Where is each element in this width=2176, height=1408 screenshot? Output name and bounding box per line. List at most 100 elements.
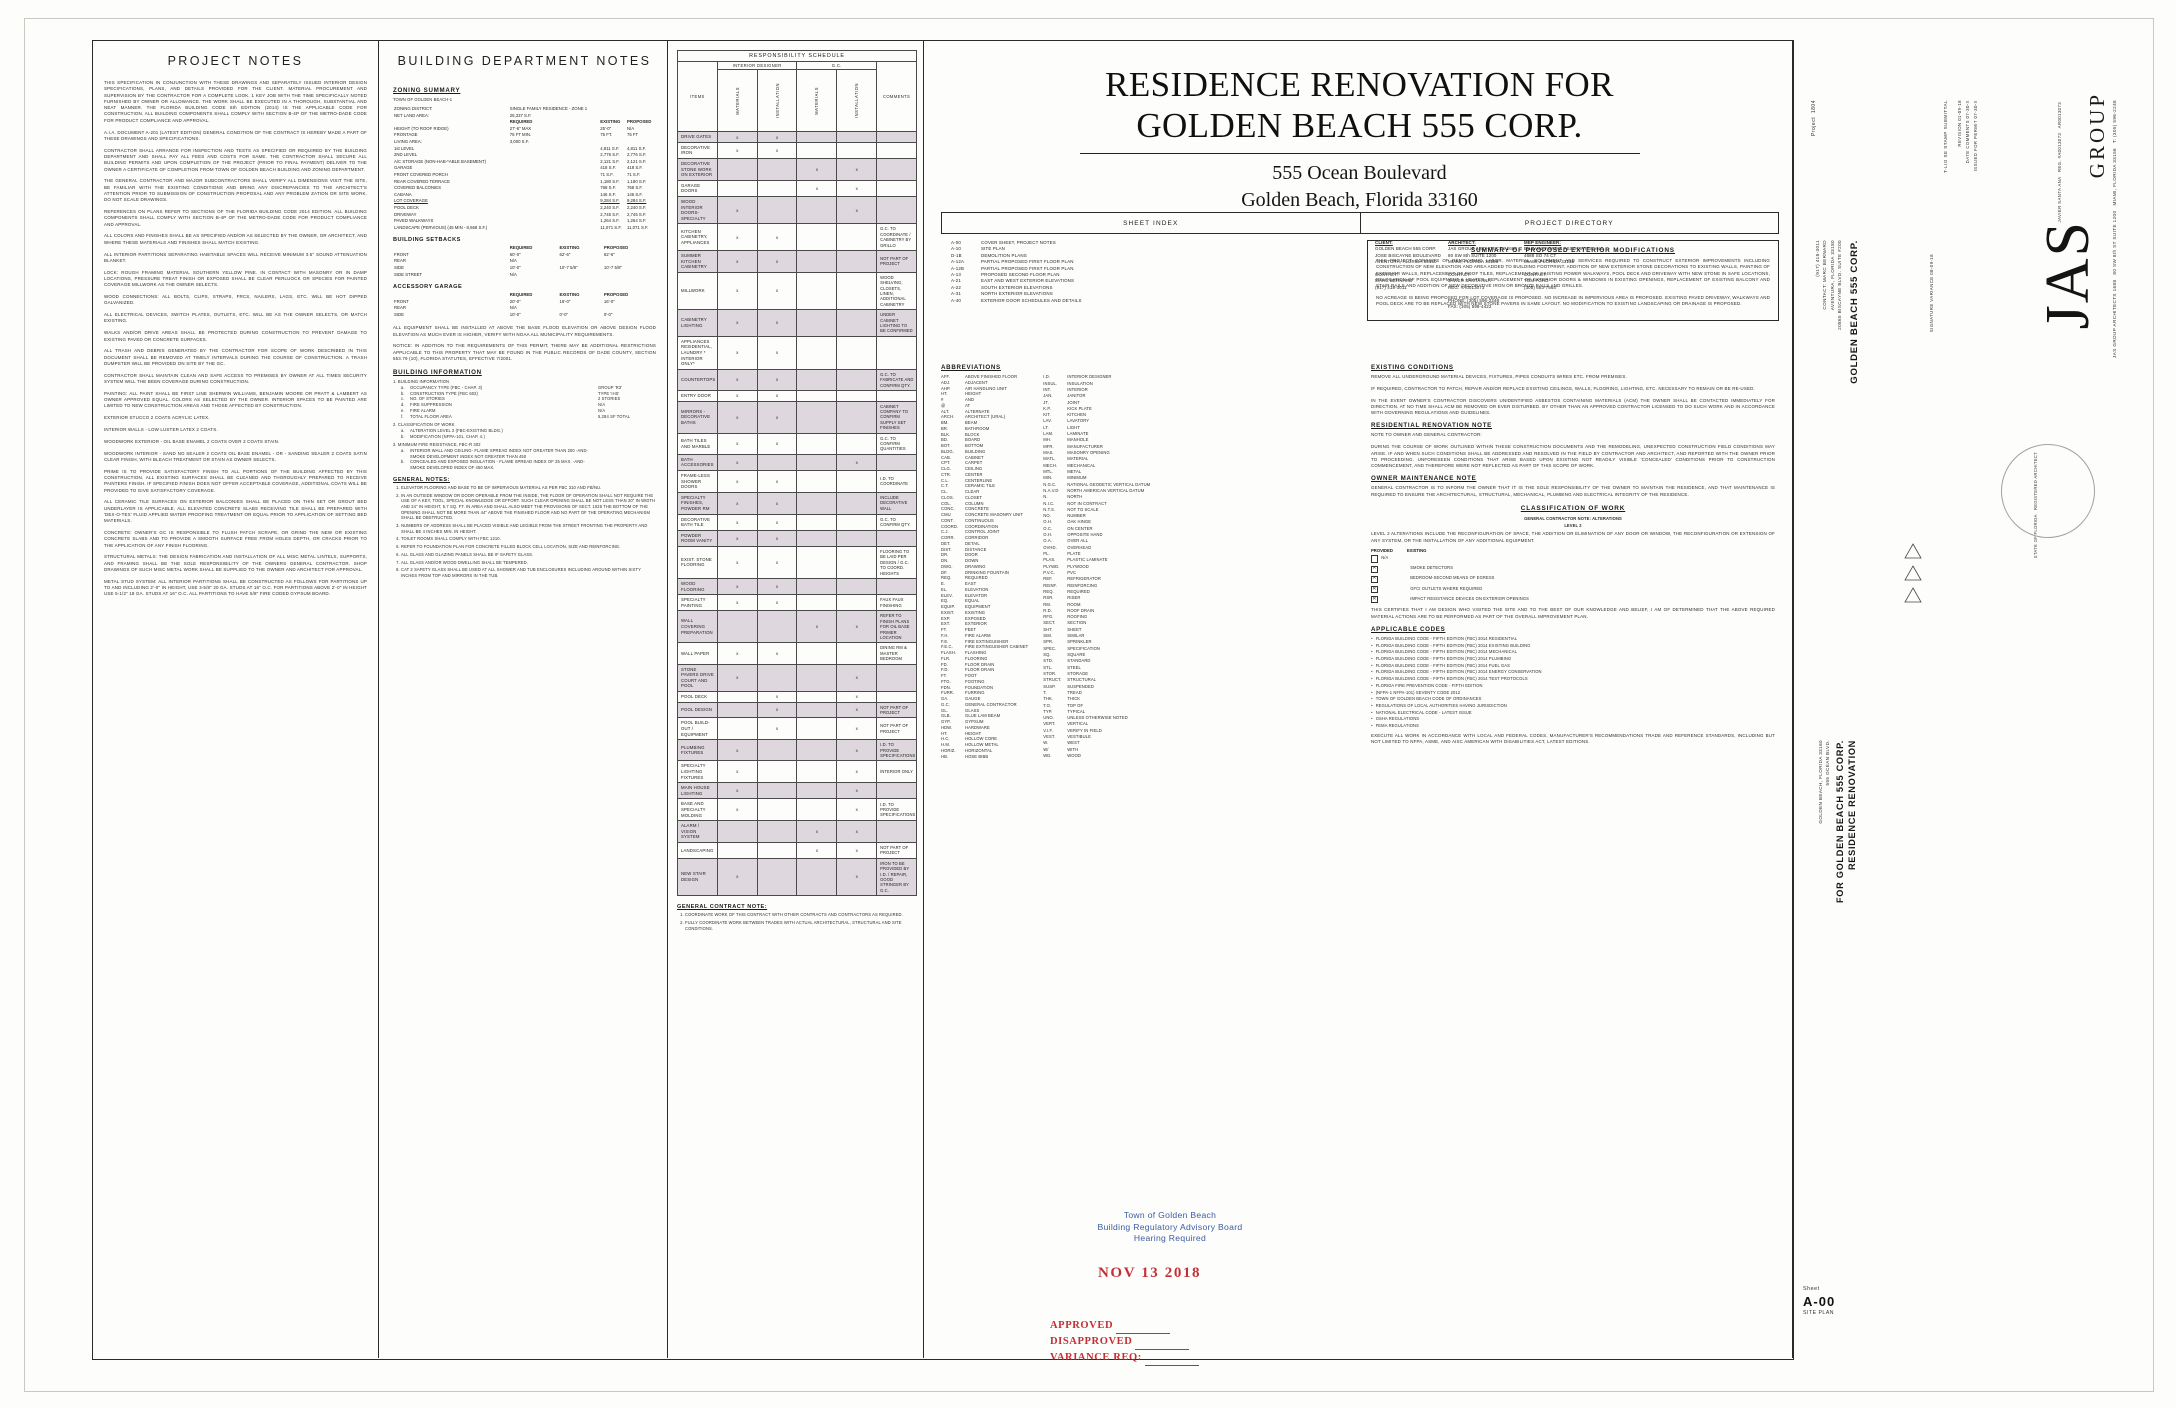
sheet-index-row[interactable]: A-22 SOUTH EXTERIOR ELEVATIONS	[951, 285, 1086, 291]
sheet-index-row[interactable]: A-10 SITE PLAN	[951, 246, 1086, 252]
responsibility-mark[interactable]	[756, 663, 798, 692]
responsibility-mark[interactable]: x	[756, 513, 798, 531]
table-row[interactable]: WOOD INTERIOR DOORS-SPECIALTY x x	[677, 195, 917, 225]
table-row[interactable]: POOL BUILD-OUT / EQUIPMENT x x NOT PART OF …	[677, 717, 917, 741]
responsibility-mark[interactable]: x	[836, 739, 878, 762]
responsibility-mark[interactable]	[756, 453, 798, 472]
responsibility-mark[interactable]: x	[716, 642, 758, 665]
responsibility-mark[interactable]: x	[716, 782, 758, 800]
responsibility-mark[interactable]: x	[756, 529, 798, 547]
checkbox[interactable]	[1371, 565, 1379, 573]
classification-row[interactable]: SMOKE DETECTORS	[1371, 565, 1775, 573]
table-row[interactable]: FRAME-LESS SHOWER DOORS x x I.D. TO COORDIN…	[677, 470, 917, 493]
responsibility-mark[interactable]	[796, 195, 838, 225]
table-row[interactable]: SPECIALTY PAINTING x x FAUX FAUX FINISHING	[677, 594, 917, 612]
responsibility-mark[interactable]	[836, 642, 878, 665]
responsibility-mark[interactable]: x	[836, 453, 878, 472]
responsibility-mark[interactable]: x	[796, 157, 838, 181]
responsibility-mark[interactable]: x	[756, 271, 798, 311]
table-row[interactable]: DRIVE GATES x x	[677, 131, 917, 143]
table-row[interactable]: DECORATIVE BATH TILE x x G.C. TO CONFIRM QT…	[677, 513, 917, 531]
responsibility-mark[interactable]	[716, 717, 758, 741]
responsibility-mark[interactable]	[756, 798, 798, 822]
table-row[interactable]: GARAGE DOORS x x	[677, 179, 917, 197]
responsibility-mark[interactable]: x	[836, 157, 878, 181]
responsibility-mark[interactable]	[796, 491, 838, 515]
responsibility-mark[interactable]: x	[836, 798, 878, 822]
responsibility-mark[interactable]	[756, 195, 798, 225]
responsibility-mark[interactable]: x	[836, 760, 878, 784]
table-row[interactable]: POOL DESIGN x x NOT PART OF PROJECT	[677, 701, 917, 719]
responsibility-mark[interactable]	[756, 841, 798, 859]
responsibility-mark[interactable]: x	[716, 309, 758, 337]
responsibility-mark[interactable]	[796, 782, 838, 800]
responsibility-mark[interactable]: x	[836, 701, 878, 719]
table-row[interactable]: WOOD FLOORING x x	[677, 577, 917, 596]
responsibility-mark[interactable]: x	[716, 390, 758, 402]
checkbox[interactable]	[1371, 596, 1379, 604]
responsibility-mark[interactable]: x	[836, 717, 878, 741]
responsibility-mark[interactable]: x	[756, 691, 798, 703]
table-row[interactable]: ALARM / VISION SYSTEM x x	[677, 820, 917, 843]
table-row[interactable]: BATH TILES AND MARBLE x x G.C. TO CONFIRM Q…	[677, 432, 917, 455]
responsibility-mark[interactable]	[836, 131, 878, 143]
responsibility-mark[interactable]	[796, 400, 838, 434]
table-row[interactable]: POWDER ROOM VANITY x x	[677, 529, 917, 547]
responsibility-mark[interactable]	[836, 141, 878, 159]
sheet-index-row[interactable]: A-21 EAST AND WEST EXTERIOR ELEVATIONS	[951, 278, 1086, 284]
checkbox[interactable]	[1371, 555, 1379, 563]
responsibility-mark[interactable]	[796, 701, 838, 719]
responsibility-mark[interactable]	[836, 545, 878, 579]
responsibility-mark[interactable]: x	[756, 594, 798, 612]
responsibility-mark[interactable]: x	[756, 470, 798, 493]
responsibility-mark[interactable]	[796, 529, 838, 547]
responsibility-mark[interactable]	[796, 857, 838, 897]
responsibility-mark[interactable]: x	[836, 179, 878, 197]
sheet-index-row[interactable]: A-12A PARTIAL PROPOSED FIRST FLOOR PLAN	[951, 259, 1086, 265]
responsibility-mark[interactable]: x	[756, 491, 798, 515]
responsibility-mark[interactable]: x	[756, 223, 798, 251]
responsibility-mark[interactable]: x	[716, 141, 758, 159]
table-row[interactable]: BASE AND SPECIALTY MOLDING x x I.D. TO PROV…	[677, 798, 917, 822]
responsibility-mark[interactable]: x	[756, 335, 798, 370]
responsibility-mark[interactable]	[716, 610, 758, 644]
responsibility-mark[interactable]: x	[716, 432, 758, 455]
responsibility-mark[interactable]: x	[716, 739, 758, 762]
responsibility-mark[interactable]: x	[836, 782, 878, 800]
table-row[interactable]: EXIST. STONE FLOORING x x FLOORING TO BE LA…	[677, 545, 917, 579]
responsibility-mark[interactable]: x	[756, 717, 798, 741]
sheet-index-row[interactable]: A-40 EXTERIOR DOOR SCHEDULES AND DETAILS	[951, 298, 1086, 304]
responsibility-mark[interactable]: x	[796, 820, 838, 843]
classification-row[interactable]: N/A	[1371, 555, 1775, 563]
responsibility-mark[interactable]	[716, 701, 758, 719]
responsibility-mark[interactable]: x	[716, 491, 758, 515]
responsibility-mark[interactable]	[796, 691, 838, 703]
responsibility-mark[interactable]	[836, 594, 878, 612]
table-row[interactable]: WALL COVERING PREPARATION x x REFER TO FINI…	[677, 610, 917, 644]
responsibility-mark[interactable]: x	[716, 470, 758, 493]
responsibility-mark[interactable]	[716, 820, 758, 843]
responsibility-mark[interactable]	[796, 739, 838, 762]
responsibility-mark[interactable]: x	[836, 691, 878, 703]
responsibility-mark[interactable]: x	[716, 400, 758, 434]
responsibility-mark[interactable]	[796, 271, 838, 311]
responsibility-mark[interactable]	[796, 432, 838, 455]
table-row[interactable]: APPLIANCES RESIDENTIAL, LAUNDRY * INTERI…	[677, 335, 917, 370]
responsibility-mark[interactable]: x	[756, 309, 798, 337]
responsibility-mark[interactable]	[756, 760, 798, 784]
responsibility-mark[interactable]	[836, 368, 878, 391]
responsibility-mark[interactable]: x	[836, 663, 878, 692]
responsibility-mark[interactable]	[836, 529, 878, 547]
responsibility-mark[interactable]	[836, 577, 878, 596]
responsibility-mark[interactable]: x	[716, 271, 758, 311]
responsibility-mark[interactable]: x	[756, 141, 798, 159]
responsibility-mark[interactable]: x	[716, 335, 758, 370]
checkbox[interactable]	[1371, 575, 1379, 583]
table-row[interactable]: WALL PAPER x x DINING RM & MASTER BEDROOM	[677, 642, 917, 665]
responsibility-mark[interactable]	[796, 223, 838, 251]
checkbox[interactable]	[1371, 586, 1379, 594]
classification-row[interactable]: BEDROOM-SECOND MEANS OF EGRESS	[1371, 575, 1775, 583]
responsibility-mark[interactable]	[836, 513, 878, 531]
responsibility-mark[interactable]	[796, 141, 838, 159]
table-row[interactable]: STONE PAVERS DRIVE COURT AND POOL x x	[677, 663, 917, 692]
